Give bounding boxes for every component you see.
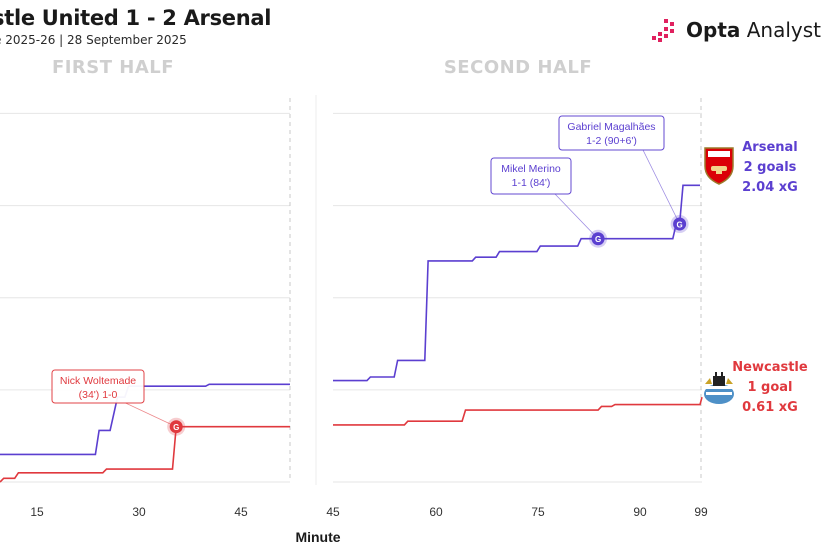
x-tick-label: 99	[694, 505, 708, 519]
goal-marker-label: G	[173, 423, 179, 432]
arsenal-xg: 2.04 xG	[742, 180, 798, 195]
newcastle-xg-line	[333, 396, 703, 426]
newcastle-goals: 1 goal	[747, 380, 793, 395]
goal-marker	[169, 420, 183, 434]
goal-scorer-name: Gabriel Magalhães	[567, 121, 655, 133]
second-half-label: SECOND HALF	[443, 57, 593, 78]
brand-name: Opta Analyst	[686, 18, 821, 42]
callout-connector	[125, 402, 177, 428]
brand-logo: Opta Analyst	[650, 14, 821, 46]
goal-marker	[591, 232, 605, 246]
goal-marker-label: G	[676, 221, 682, 230]
goal-marker-label: G	[595, 235, 601, 244]
goal-scoreline: (34') 1-0	[79, 389, 118, 401]
goal-scorer-name: Mikel Merino	[501, 163, 561, 175]
goal-scorer-name: Nick Woltemade	[60, 375, 136, 387]
goal-scoreline: 1-1 (84')	[512, 177, 551, 189]
newcastle-name: Newcastle	[732, 360, 808, 375]
newcastle-summary: Newcastle 1 goal 0.61 xG	[728, 358, 812, 418]
goal-callout-box	[51, 369, 145, 404]
goal-marker	[673, 217, 687, 231]
x-tick-label: 15	[30, 505, 44, 519]
goal-callout-box	[558, 115, 665, 151]
newcastle-xg-line	[0, 425, 290, 483]
x-tick-label: 60	[429, 505, 443, 519]
page-title: stle United 1 - 2 Arsenal	[0, 6, 272, 30]
first-half-label: FIRST HALF	[51, 57, 175, 78]
newcastle-xg: 0.61 xG	[742, 400, 798, 415]
callout-connector	[642, 149, 680, 225]
opta-bars-icon	[652, 19, 674, 42]
x-tick-label: 45	[234, 505, 248, 519]
x-tick-label: 75	[531, 505, 545, 519]
page-subtitle: e 2025-26 | 28 September 2025	[0, 33, 187, 47]
x-tick-label: 90	[633, 505, 647, 519]
callout-connector	[554, 193, 599, 240]
arsenal-goals: 2 goals	[743, 160, 797, 175]
arsenal-xg-line	[0, 383, 290, 456]
x-tick-label: 30	[132, 505, 146, 519]
arsenal-summary: Arsenal 2 goals 2.04 xG	[730, 138, 810, 198]
x-axis-label: Minute	[295, 529, 340, 545]
goal-scoreline: 1-2 (90+6')	[586, 135, 637, 147]
arsenal-crest-icon	[704, 147, 734, 185]
arsenal-name: Arsenal	[742, 140, 798, 155]
newcastle-crest-icon	[704, 372, 734, 404]
x-tick-label: 45	[326, 505, 340, 519]
goal-callout-box	[490, 157, 572, 195]
arsenal-xg-line	[333, 184, 700, 382]
